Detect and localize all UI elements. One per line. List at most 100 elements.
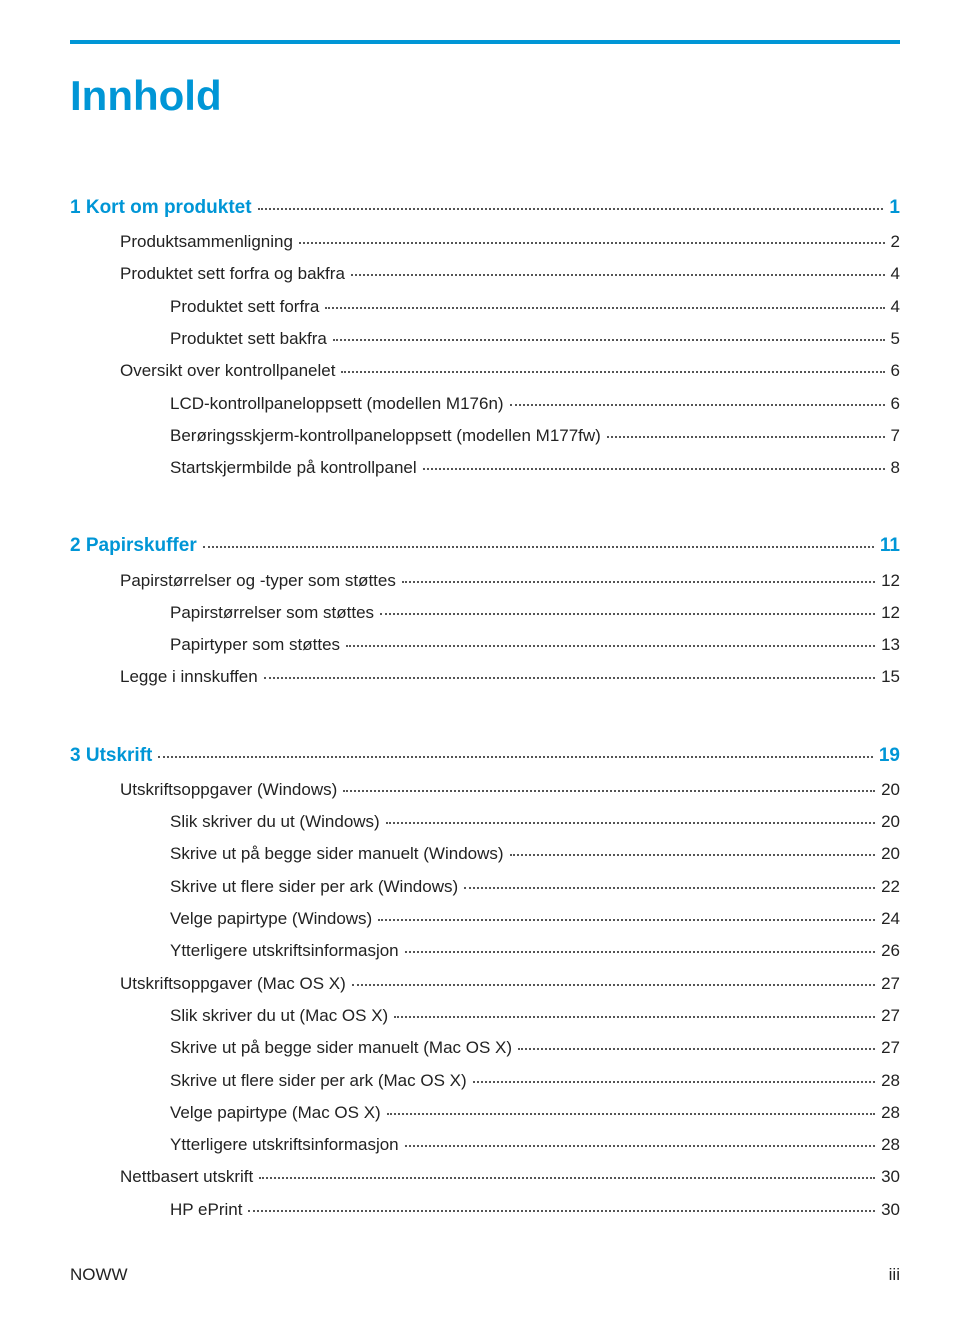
toc-leader <box>264 677 875 679</box>
toc-entry-row[interactable]: Nettbasert utskrift30 <box>70 1161 900 1193</box>
toc-entry-page: 15 <box>881 661 900 693</box>
toc-entry-label: Skrive ut flere sider per ark (Mac OS X) <box>170 1065 467 1097</box>
toc-entry-page: 8 <box>891 452 900 484</box>
toc-entry-label: Skrive ut flere sider per ark (Windows) <box>170 871 458 903</box>
toc-entry-row[interactable]: Papirstørrelser som støttes12 <box>70 597 900 629</box>
toc-leader <box>341 371 884 373</box>
toc-leader <box>351 274 885 276</box>
toc-leader <box>352 984 875 986</box>
toc-group: 3 Utskrift 19 Utskriftsoppgaver (Windows) 2… <box>70 738 900 1226</box>
toc-entry-row[interactable]: Papirtyper som støttes13 <box>70 629 900 661</box>
toc-entry-label: Utskriftsoppgaver (Windows) <box>120 774 337 806</box>
toc-entry-label: Produktsammenligning <box>120 226 293 258</box>
toc-leader <box>248 1210 875 1212</box>
toc-leader <box>299 242 885 244</box>
toc-entry-page: 30 <box>881 1194 900 1226</box>
toc-entry-page: 1 <box>889 190 900 226</box>
toc-entry-label: Utskriftsoppgaver (Mac OS X) <box>120 968 346 1000</box>
toc-entry-page: 11 <box>880 528 900 564</box>
toc-entry-label: Velge papirtype (Windows) <box>170 903 372 935</box>
toc-entry-label: 3 Utskrift <box>70 738 152 774</box>
toc-leader <box>380 613 875 615</box>
toc-entry-row[interactable]: Produktet sett bakfra5 <box>70 323 900 355</box>
toc-entry-row[interactable]: Oversikt over kontrollpanelet6 <box>70 355 900 387</box>
toc-entry-page: 20 <box>881 838 900 870</box>
toc-entry-row[interactable]: Slik skriver du ut (Windows) 20 <box>70 806 900 838</box>
toc-entry-label: Velge papirtype (Mac OS X) <box>170 1097 381 1129</box>
toc-entry-row[interactable]: Legge i innskuffen15 <box>70 661 900 693</box>
toc-leader <box>333 339 885 341</box>
toc-entry-page: 20 <box>881 806 900 838</box>
toc-entry-label: Slik skriver du ut (Mac OS X) <box>170 1000 388 1032</box>
toc-entry-page: 19 <box>879 738 900 774</box>
toc-entry-row[interactable]: Velge papirtype (Windows) 24 <box>70 903 900 935</box>
toc-entry-page: 12 <box>881 597 900 629</box>
toc-leader <box>343 790 875 792</box>
toc-entry-label: Ytterligere utskriftsinformasjon <box>170 935 399 967</box>
toc-entry-row[interactable]: Skrive ut på begge sider manuelt (Mac OS… <box>70 1032 900 1064</box>
toc-group: 2 Papirskuffer 11Papirstørrelser og -type… <box>70 528 900 693</box>
toc-chapter-row[interactable]: 1 Kort om produktet 1 <box>70 190 900 226</box>
toc-entry-label: 1 Kort om produktet <box>70 190 252 226</box>
toc-leader <box>402 581 875 583</box>
toc-entry-row[interactable]: LCD-kontrollpaneloppsett (modellen M176n… <box>70 388 900 420</box>
toc-entry-label: Ytterligere utskriftsinformasjon <box>170 1129 399 1161</box>
toc-entry-page: 4 <box>891 258 900 290</box>
toc-leader <box>518 1048 875 1050</box>
toc-entry-page: 27 <box>881 968 900 1000</box>
toc-entry-label: LCD-kontrollpaneloppsett (modellen M176n… <box>170 388 504 420</box>
toc-leader <box>405 1145 875 1147</box>
toc-entry-row[interactable]: Ytterligere utskriftsinformasjon26 <box>70 935 900 967</box>
toc-leader <box>405 951 875 953</box>
toc-entry-row[interactable]: Skrive ut på begge sider manuelt (Window… <box>70 838 900 870</box>
toc-entry-page: 13 <box>881 629 900 661</box>
toc-entry-page: 20 <box>881 774 900 806</box>
toc-entry-row[interactable]: Berøringsskjerm-kontrollpaneloppsett (mo… <box>70 420 900 452</box>
toc-entry-row[interactable]: Velge papirtype (Mac OS X) 28 <box>70 1097 900 1129</box>
table-of-contents: 1 Kort om produktet1Produktsammenligning… <box>70 190 900 1226</box>
toc-entry-label: 2 Papirskuffer <box>70 528 197 564</box>
toc-leader <box>386 822 875 824</box>
footer: NOWW iii <box>70 1265 900 1285</box>
top-rule <box>70 40 900 44</box>
toc-chapter-row[interactable]: 2 Papirskuffer 11 <box>70 528 900 564</box>
toc-leader <box>423 468 885 470</box>
toc-entry-row[interactable]: Produktsammenligning 2 <box>70 226 900 258</box>
toc-entry-row[interactable]: Papirstørrelser og -typer som støttes12 <box>70 565 900 597</box>
toc-chapter-row[interactable]: 3 Utskrift 19 <box>70 738 900 774</box>
toc-entry-row[interactable]: Produktet sett forfra og bakfra4 <box>70 258 900 290</box>
toc-leader <box>325 307 884 309</box>
toc-entry-label: Slik skriver du ut (Windows) <box>170 806 380 838</box>
toc-entry-row[interactable]: Utskriftsoppgaver (Mac OS X) 27 <box>70 968 900 1000</box>
toc-entry-page: 6 <box>891 355 900 387</box>
toc-leader <box>203 546 874 548</box>
toc-leader <box>259 1177 875 1179</box>
toc-entry-page: 27 <box>881 1032 900 1064</box>
toc-leader <box>258 208 884 210</box>
toc-entry-page: 22 <box>881 871 900 903</box>
toc-entry-row[interactable]: Slik skriver du ut (Mac OS X) 27 <box>70 1000 900 1032</box>
toc-leader <box>510 854 876 856</box>
toc-entry-page: 24 <box>881 903 900 935</box>
toc-entry-page: 2 <box>891 226 900 258</box>
toc-leader <box>346 645 875 647</box>
toc-entry-row[interactable]: Ytterligere utskriftsinformasjon28 <box>70 1129 900 1161</box>
toc-entry-row[interactable]: Utskriftsoppgaver (Windows) 20 <box>70 774 900 806</box>
toc-entry-row[interactable]: Produktet sett forfra4 <box>70 291 900 323</box>
toc-entry-label: Produktet sett forfra <box>170 291 319 323</box>
toc-entry-row[interactable]: HP ePrint 30 <box>70 1194 900 1226</box>
toc-entry-label: Skrive ut på begge sider manuelt (Mac OS… <box>170 1032 512 1064</box>
toc-entry-page: 28 <box>881 1097 900 1129</box>
toc-entry-label: HP ePrint <box>170 1194 242 1226</box>
toc-leader <box>394 1016 875 1018</box>
toc-entry-row[interactable]: Skrive ut flere sider per ark (Mac OS X)… <box>70 1065 900 1097</box>
page-title: Innhold <box>70 72 900 120</box>
toc-entry-label: Nettbasert utskrift <box>120 1161 253 1193</box>
toc-entry-page: 27 <box>881 1000 900 1032</box>
toc-leader <box>464 887 875 889</box>
toc-leader <box>473 1081 875 1083</box>
toc-entry-row[interactable]: Startskjermbilde på kontrollpanel8 <box>70 452 900 484</box>
toc-entry-row[interactable]: Skrive ut flere sider per ark (Windows) 2… <box>70 871 900 903</box>
toc-entry-page: 28 <box>881 1065 900 1097</box>
toc-leader <box>387 1113 875 1115</box>
